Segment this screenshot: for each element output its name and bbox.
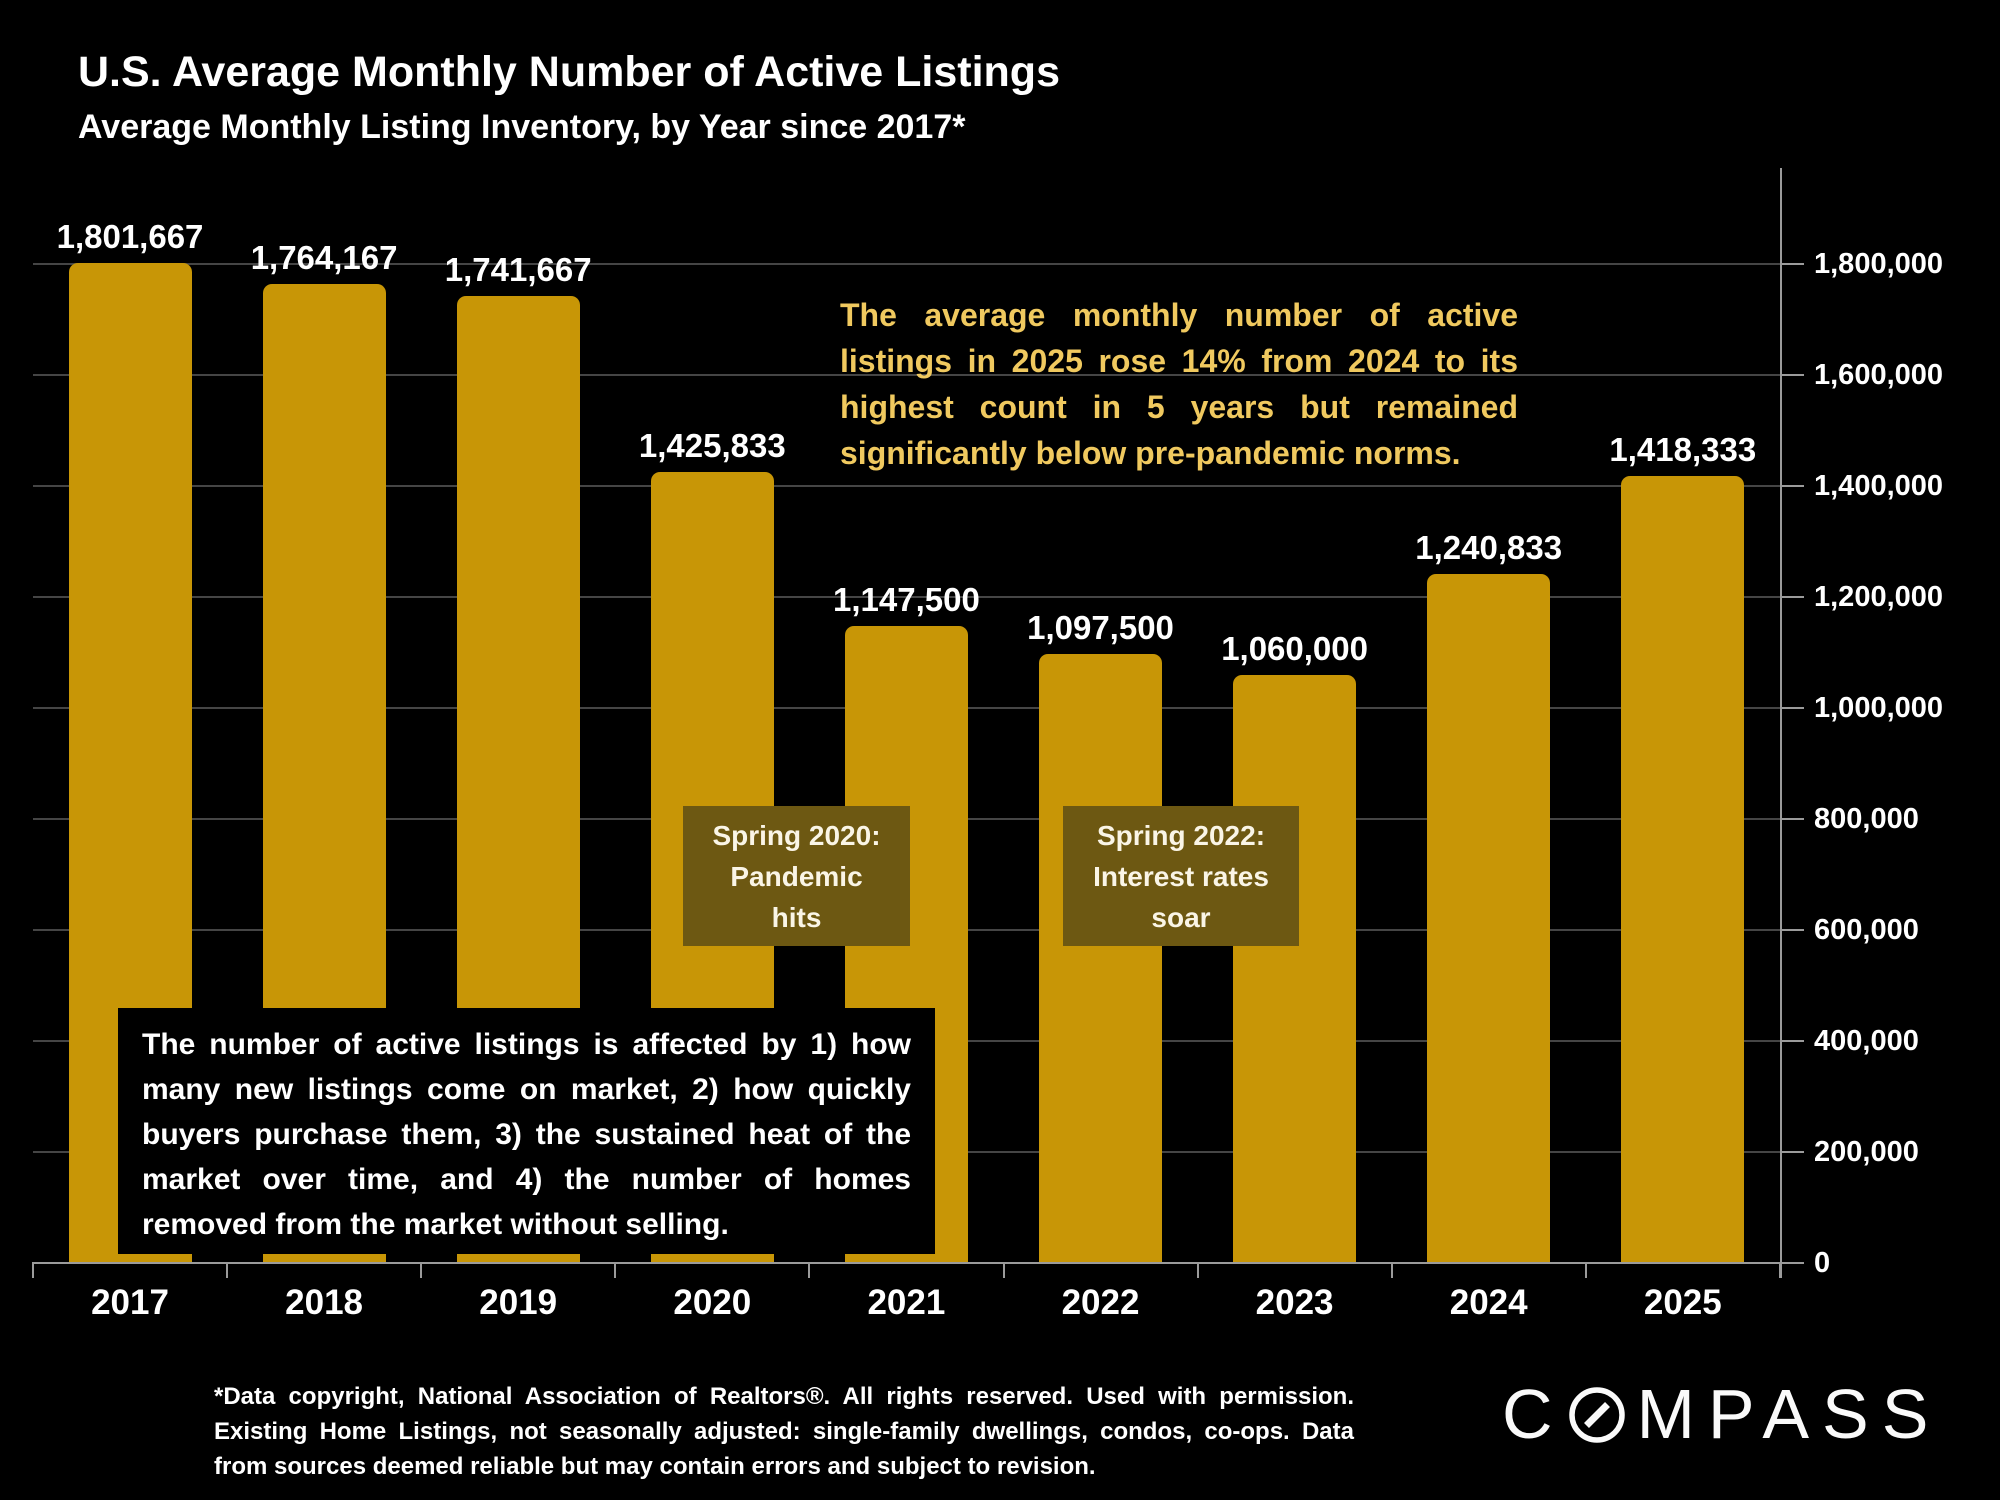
x-tick: [1390, 1262, 1393, 1278]
y-tick-label: 1,600,000: [1814, 359, 1944, 391]
x-tick: [1196, 1262, 1199, 1278]
x-tick: [420, 1262, 423, 1278]
logo-letter-c: C: [1502, 1375, 1566, 1453]
y-tick-label: 1,800,000: [1814, 248, 1944, 280]
gridline: [33, 374, 1780, 376]
compass-needle-icon: [1568, 1387, 1625, 1443]
bar-value-label: 1,801,667: [56, 218, 204, 256]
page-subtitle: Average Monthly Listing Inventory, by Ye…: [78, 108, 966, 146]
y-tick: [1780, 1151, 1804, 1153]
callout-line: Spring 2022:: [1096, 819, 1266, 851]
year-label: 2023: [1255, 1283, 1334, 1322]
x-tick: [1002, 1262, 1005, 1278]
y-tick: [1780, 929, 1804, 931]
x-tick: [1584, 1262, 1587, 1278]
callout-line: soar: [1151, 901, 1211, 933]
logo-letters-mpass: MPASS: [1636, 1375, 1942, 1453]
x-tick: [32, 1262, 34, 1278]
bar-value-label: 1,097,500: [1027, 608, 1174, 646]
bar-2022: [1039, 653, 1162, 1263]
gridline: [33, 596, 1780, 598]
annotation-text: The average monthly number of active lis…: [840, 297, 1518, 471]
gridline: [33, 263, 1780, 265]
y-tick: [1780, 263, 1804, 265]
y-tick: [1780, 818, 1804, 820]
bar-value-label: 1,147,500: [832, 581, 980, 619]
x-axis-line: [33, 1262, 1782, 1264]
y-tick: [1780, 707, 1804, 709]
y-tick: [1780, 485, 1804, 487]
compass-logo: C MPASS: [1502, 1375, 1942, 1453]
y-tick-label: 1,400,000: [1814, 470, 1944, 502]
year-label: 2022: [1061, 1283, 1140, 1322]
year-label: 2018: [285, 1283, 364, 1322]
x-tick: [226, 1262, 229, 1278]
callout-spring-2022: Spring 2022: Interest rates soar: [1063, 806, 1299, 946]
page-title: U.S. Average Monthly Number of Active Li…: [78, 48, 1060, 96]
bar-value-label: 1,418,333: [1609, 430, 1757, 468]
year-label: 2021: [867, 1283, 946, 1322]
y-tick: [1780, 1262, 1804, 1264]
x-tick: [614, 1262, 617, 1278]
callout-line: hits: [771, 901, 822, 933]
y-tick-label: 200,000: [1814, 1136, 1919, 1168]
bar-value-label: 1,764,167: [250, 238, 398, 276]
x-tick: [1778, 1262, 1781, 1278]
year-label: 2020: [673, 1283, 752, 1322]
callout-line: Pandemic: [730, 860, 863, 892]
y-tick-label: 1,200,000: [1814, 581, 1944, 613]
bar-value-label: 1,741,667: [444, 251, 592, 289]
bar-value-label: 1,240,833: [1415, 529, 1563, 567]
gridline: [33, 485, 1780, 487]
y-axis-line: [1780, 168, 1782, 1278]
callout-spring-2020: Spring 2020: Pandemic hits: [683, 806, 910, 946]
info-box: The number of active listings is affecte…: [118, 1008, 935, 1254]
year-label: 2019: [479, 1283, 558, 1322]
y-tick-label: 600,000: [1814, 914, 1919, 946]
bar-value-label: 1,060,000: [1221, 629, 1368, 667]
year-label: 2024: [1449, 1283, 1528, 1322]
footnote: *Data copyright, National Association of…: [214, 1383, 1354, 1480]
y-tick: [1780, 596, 1804, 598]
year-label: 2025: [1643, 1283, 1722, 1322]
callout-line: Interest rates: [1093, 860, 1269, 892]
y-tick-label: 800,000: [1814, 803, 1919, 835]
y-tick: [1780, 1040, 1804, 1042]
y-tick: [1780, 374, 1804, 376]
bar-2023: [1233, 674, 1357, 1263]
y-tick-label: 0: [1814, 1247, 1831, 1279]
y-tick-label: 400,000: [1814, 1025, 1919, 1057]
x-tick: [808, 1262, 811, 1278]
bar-2024: [1427, 574, 1551, 1263]
bar-2025: [1621, 475, 1745, 1263]
bar-value-label: 1,425,833: [638, 426, 786, 464]
y-tick-label: 1,000,000: [1814, 692, 1944, 724]
callout-line: Spring 2020:: [712, 819, 881, 851]
year-label: 2017: [91, 1283, 169, 1322]
